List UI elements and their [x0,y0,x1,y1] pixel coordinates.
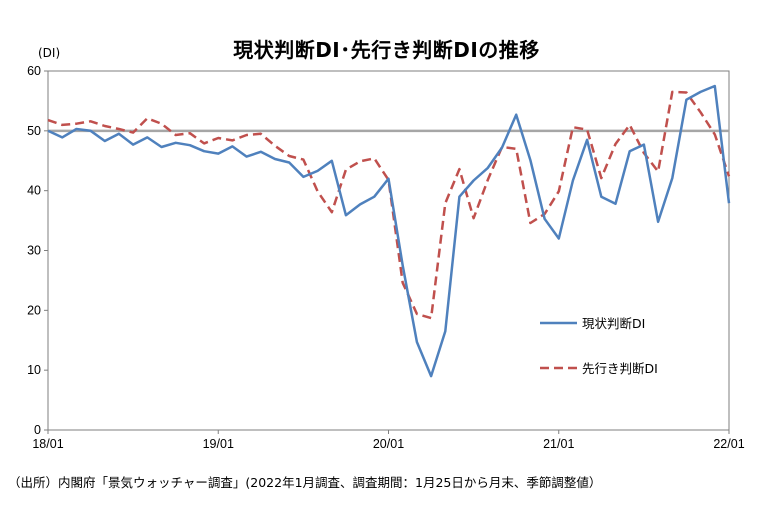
y-tick-label: 40 [27,184,41,198]
y-tick-label: 50 [27,124,41,138]
y-tick-label: 20 [27,303,41,317]
x-axis-ticks: 18/01 19/01 20/01 21/01 22/01 [32,430,745,451]
x-tick-label: 19/01 [203,437,234,451]
y-axis-ticks: 0 10 20 30 40 50 60 [27,64,48,437]
x-tick-label: 20/01 [373,437,404,451]
y-tick-label: 60 [27,64,41,78]
x-tick-label: 21/01 [543,437,574,451]
chart-title: 現状判断DI･先行き判断DIの推移 [233,38,540,62]
series-line-outlook [47,90,731,320]
plot-area-frame [47,70,730,431]
y-tick-label: 30 [27,244,41,258]
x-tick-label: 22/01 [713,437,744,451]
series-lines [47,84,731,378]
x-tick-label: 18/01 [32,437,63,451]
y-tick-label: 10 [27,363,41,377]
legend-label: 先行き判断DI [582,361,658,376]
legend: 現状判断DI 先行き判断DI [540,316,658,376]
legend-label: 現状判断DI [582,316,645,331]
y-tick-label: 0 [34,423,41,437]
series-line-current [47,84,731,378]
y-axis-unit-label: (DI) [38,46,61,60]
source-note: （出所）内閣府「景気ウォッチャー調査」(2022年1月調査、調査期間：1月25日… [8,475,602,490]
